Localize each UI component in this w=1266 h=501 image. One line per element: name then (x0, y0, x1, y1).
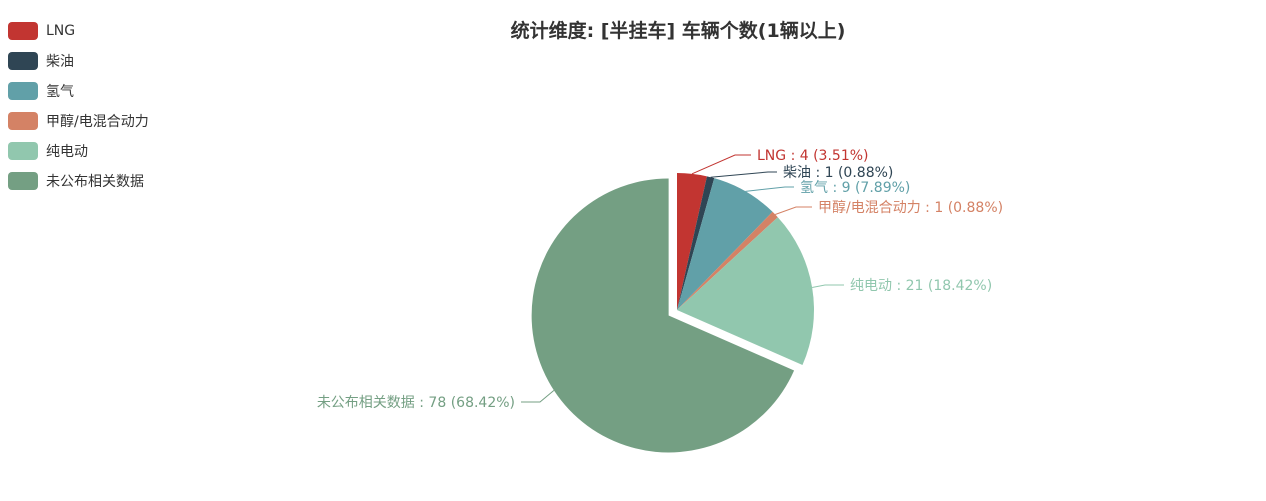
legend-label: 氢气 (46, 84, 74, 100)
legend-item[interactable]: 甲醇/电混合动力 (8, 106, 149, 136)
pie-slice[interactable] (677, 176, 715, 310)
legend-label: 甲醇/电混合动力 (46, 114, 149, 130)
label-line (691, 154, 751, 175)
legend-swatch (8, 172, 38, 190)
slice-label: 纯电动 : 21 (18.42%) (850, 278, 992, 294)
pie-slice[interactable] (677, 178, 773, 310)
slice-label: LNG : 4 (3.51%) (757, 148, 869, 164)
legend-swatch (8, 142, 38, 160)
legend-item[interactable]: 纯电动 (8, 136, 149, 166)
legend: LNG 柴油氢气甲醇/电混合动力 纯电动未公布相关数据 (8, 16, 149, 196)
label-line (775, 206, 812, 215)
label-line (745, 186, 794, 192)
legend-label: LNG (46, 23, 76, 39)
legend-item[interactable]: 氢气 (8, 76, 149, 106)
label-line (710, 171, 777, 178)
pie-slice[interactable] (677, 211, 778, 310)
legend-swatch (8, 112, 38, 130)
label-line (521, 390, 555, 403)
chart-title: 统计维度: [半挂车] 车辆个数(1辆以上) (510, 20, 846, 42)
slice-label: 甲醇/电混合动力 : 1 (0.88%) (818, 199, 1003, 216)
legend-item[interactable]: 未公布相关数据 (8, 166, 149, 196)
pie-slice[interactable] (531, 178, 795, 453)
slice-label: 氢气 : 9 (7.89%) (800, 180, 910, 196)
slice-label: 柴油 : 1 (0.88%) (783, 165, 893, 181)
legend-label: 未公布相关数据 (46, 174, 144, 190)
legend-label: 纯电动 (46, 144, 88, 160)
pie-slice[interactable] (677, 217, 814, 366)
legend-swatch (8, 82, 38, 100)
legend-swatch (8, 52, 38, 70)
pie-slice[interactable] (677, 173, 707, 310)
legend-label: 柴油 (46, 54, 74, 70)
legend-item[interactable]: 柴油 (8, 46, 149, 76)
label-line (812, 284, 844, 288)
slice-label: 未公布相关数据 : 78 (68.42%) (317, 395, 515, 411)
legend-item[interactable]: LNG (8, 16, 149, 46)
legend-swatch (8, 22, 38, 40)
